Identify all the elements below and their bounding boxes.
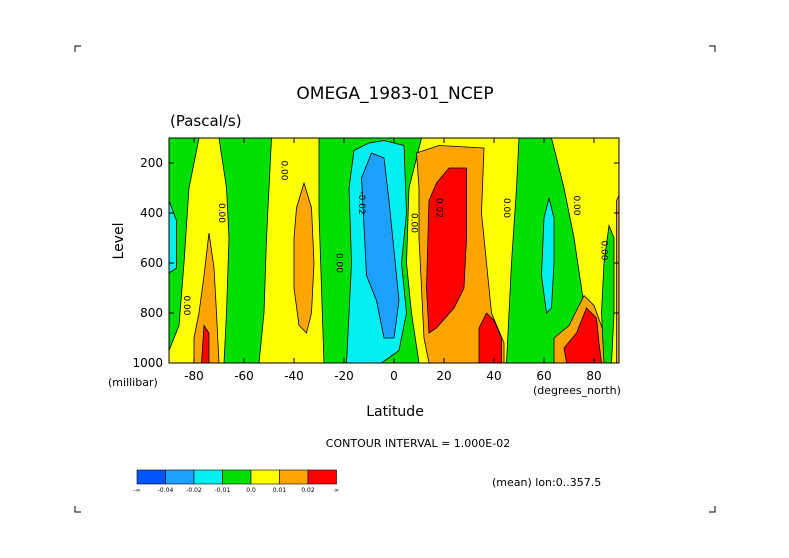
y-tick-label-1: 400	[140, 206, 163, 220]
corner-mark-bottom-right	[709, 506, 716, 513]
contour-region-15	[563, 307, 602, 363]
x-tick-label-7: 60	[536, 369, 551, 383]
x-tick-label-8: 80	[586, 369, 601, 383]
contour-label-2: 0.00	[279, 160, 289, 180]
chart-title: OMEGA_1983-01_NCEP	[296, 84, 493, 104]
legend-swatch-1	[165, 469, 195, 485]
mean-text: (mean) lon:0..357.5	[492, 476, 601, 489]
color-legend: -∞ -0.04 -0.02 -0.01 0.0 0.01 0.02 ∞	[133, 469, 339, 494]
contour-fills	[169, 138, 619, 363]
x-tick-label-3: -20	[334, 369, 354, 383]
y-tick-label-3: 800	[140, 306, 163, 320]
contour-label-5: 0.00	[409, 213, 419, 233]
chart-units: (Pascal/s)	[170, 112, 242, 130]
x-tick-label-2: -40	[284, 369, 304, 383]
legend-label-0: -∞	[133, 487, 140, 494]
contour-region-16	[601, 223, 615, 363]
legend-label-1: -0.04	[158, 487, 174, 494]
legend-label-7: ∞	[334, 487, 339, 494]
contour-label-0: 0.00	[181, 295, 191, 315]
contour-label-6: 0.02	[434, 198, 444, 218]
corner-mark-bottom-left	[74, 506, 81, 513]
legend-label-6: 0.02	[301, 487, 315, 494]
x-tick-label-1: -60	[234, 369, 254, 383]
contour-region-11	[426, 167, 467, 334]
contour-region-17	[616, 195, 619, 363]
contour-label-1: 0.00	[216, 203, 226, 223]
legend-swatch-6	[307, 469, 337, 485]
contour-label-4: -0.02	[356, 191, 366, 214]
y-tick-label-4: 1000	[132, 356, 163, 370]
legend-swatch-3	[222, 469, 252, 485]
contour-region-7	[293, 181, 315, 334]
contour-interval-text: CONTOUR INTERVAL = 1.000E-02	[326, 437, 510, 450]
contour-region-2	[218, 138, 272, 363]
x-tick-label-5: 20	[436, 369, 451, 383]
x-axis: -80 -60 -40 -20 0 20 40 60 80	[184, 138, 602, 383]
contour-region-12	[478, 312, 502, 363]
x-tick-label-4: 0	[390, 369, 398, 383]
x-axis-label: Latitude	[366, 404, 424, 420]
y-tick-label-0: 200	[140, 156, 163, 170]
corner-mark-top-left	[74, 45, 81, 52]
contour-labels: 0.00 0.00 0.00 0.00 -0.02 0.00 0.02 0.00 0.00 0.0…	[181, 160, 609, 315]
legend-swatch-4	[250, 469, 280, 485]
y-axis: 200 400 600 800 1000	[132, 156, 619, 370]
contour-region-6	[201, 324, 210, 363]
contour-label-8: 0.00	[571, 195, 581, 215]
contour-label-7: 0.00	[501, 198, 511, 218]
legend-swatch-0	[136, 469, 166, 485]
legend-label-2: -0.02	[186, 487, 202, 494]
y-tick-label-2: 600	[140, 256, 163, 270]
contour-region-18	[169, 200, 177, 274]
legend-swatch-5	[279, 469, 309, 485]
corner-marks	[74, 45, 716, 513]
legend-label-5: 0.01	[273, 487, 287, 494]
x-axis-units: (degrees_north)	[533, 384, 621, 397]
legend-label-4: 0.0	[246, 487, 256, 494]
legend-swatch-2	[193, 469, 223, 485]
x-tick-label-6: 40	[486, 369, 501, 383]
y-axis-units: (millibar)	[108, 376, 158, 389]
contour-region-9	[361, 152, 400, 339]
contour-region-1	[169, 138, 200, 351]
x-tick-label-0: -80	[184, 369, 204, 383]
contour-label-3: 0.00	[334, 253, 344, 273]
corner-mark-top-right	[709, 45, 716, 52]
contour-region-13	[541, 197, 555, 314]
contour-region-5	[193, 232, 220, 363]
y-axis-label: Level	[111, 223, 127, 260]
contour-label-9: 0.00	[599, 240, 609, 260]
legend-label-3: -0.01	[215, 487, 231, 494]
